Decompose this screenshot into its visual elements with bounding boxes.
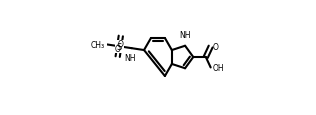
Text: NH: NH bbox=[179, 31, 191, 40]
Text: S: S bbox=[117, 42, 122, 51]
Text: O: O bbox=[118, 40, 124, 49]
Text: O: O bbox=[212, 43, 218, 52]
Text: NH: NH bbox=[124, 54, 136, 63]
Text: OH: OH bbox=[212, 63, 224, 72]
Text: CH₃: CH₃ bbox=[91, 41, 105, 49]
Text: O: O bbox=[115, 45, 121, 54]
